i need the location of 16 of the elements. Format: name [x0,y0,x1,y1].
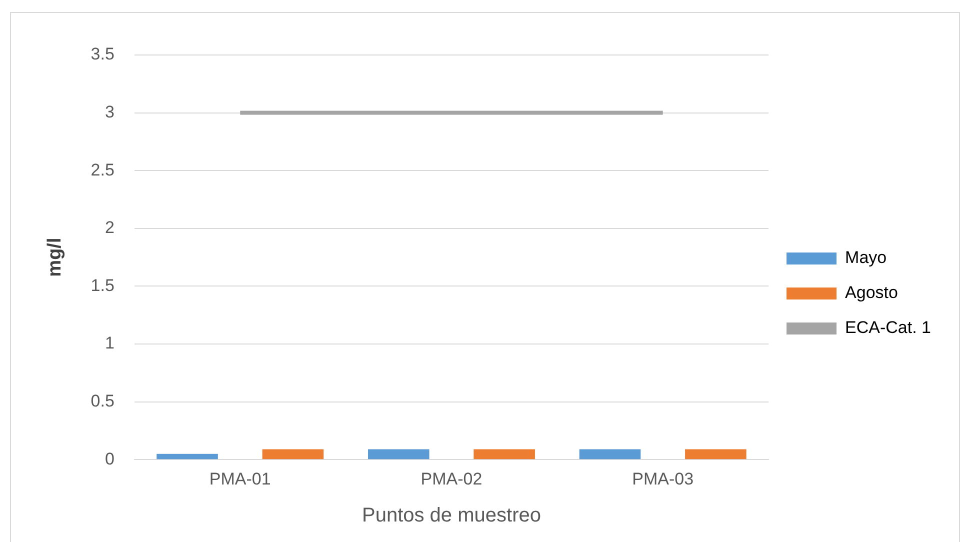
x-tick-label: PMA-03 [632,469,694,488]
x-tick-label: PMA-01 [209,469,271,488]
y-tick-label: 3 [104,102,114,122]
legend-label: ECA-Cat. 1 [845,318,932,338]
y-tick-label: 3.5 [90,44,114,64]
legend-label: Mayo [845,248,887,268]
y-tick-label: 2.5 [90,160,114,180]
x-axis-title: Puntos de muestreo [362,504,541,527]
y-tick-label: 1 [104,334,114,353]
legend-label: Agosto [845,283,898,302]
y-tick-label: 1.5 [90,276,114,295]
y-axis-title: mg/l [44,238,66,277]
y-tick-label: 2 [104,218,114,238]
y-tick-label: 0.5 [90,391,114,410]
y-tick-label: 0 [104,449,114,468]
x-tick-label: PMA-02 [420,469,482,488]
